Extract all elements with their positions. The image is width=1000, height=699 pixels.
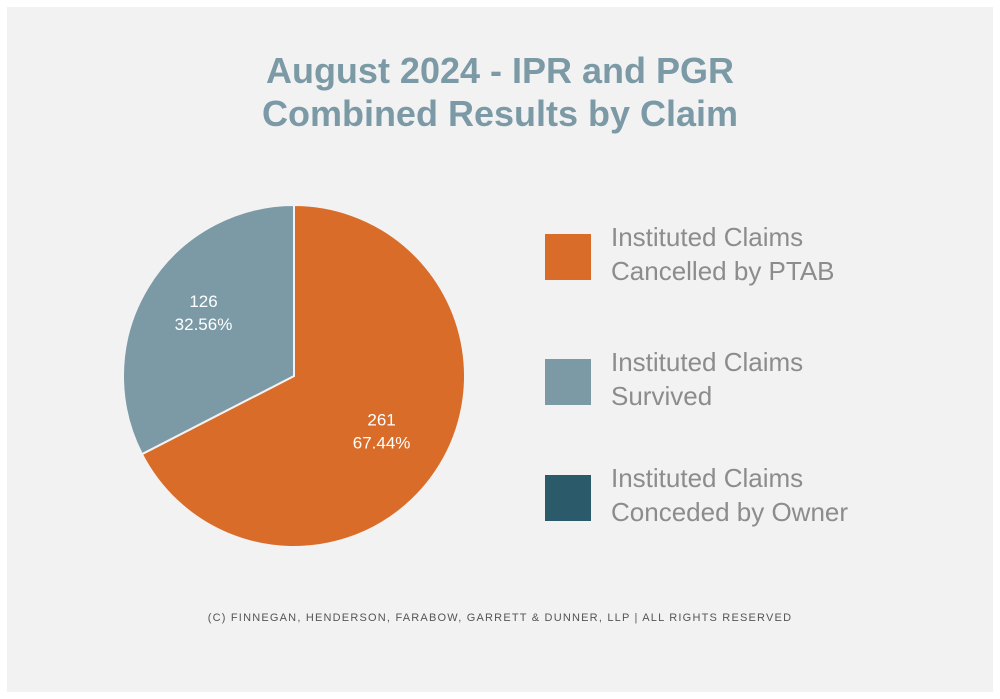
pie-slice-0 <box>140 203 466 548</box>
legend-label-survived: Instituted Claims Survived <box>611 345 931 413</box>
pie-chart: 261 67.44% 126 32.56% <box>122 203 466 548</box>
legend-label-cancelled-line1: Instituted Claims <box>611 222 804 252</box>
legend-swatch-cancelled <box>545 234 591 280</box>
chart-title-line2: Combined Results by Claim <box>261 93 739 134</box>
pie-slice-1 <box>122 203 295 456</box>
chart-title-line1: August 2024 - IPR and PGR <box>265 50 735 91</box>
copyright-footer: (C) FINNEGAN, HENDERSON, FARABOW, GARRET… <box>207 612 793 624</box>
legend-label-conceded-line1: Instituted Claims <box>611 463 804 493</box>
legend-label-survived-line1: Instituted Claims <box>611 347 804 377</box>
legend-label-survived-line2: Survived <box>611 381 713 411</box>
chart-title: August 2024 - IPR and PGR Combined Resul… <box>7 49 993 135</box>
legend-label-cancelled-line2: Cancelled by PTAB <box>611 256 835 286</box>
pie-data-label-value-0: 261 <box>367 410 395 429</box>
pie-data-label-percent-0: 67.44% <box>353 433 411 452</box>
chart-card: August 2024 - IPR and PGR Combined Resul… <box>7 7 993 692</box>
legend-swatch-survived <box>545 359 591 405</box>
pie-data-label-value-1: 126 <box>189 292 217 311</box>
pie-data-label-percent-1: 32.56% <box>175 315 233 334</box>
legend-label-cancelled: Instituted Claims Cancelled by PTAB <box>611 220 931 288</box>
legend-label-conceded: Instituted Claims Conceded by Owner <box>611 461 931 529</box>
legend-label-conceded-line2: Conceded by Owner <box>611 497 849 527</box>
legend-swatch-conceded <box>545 475 591 521</box>
